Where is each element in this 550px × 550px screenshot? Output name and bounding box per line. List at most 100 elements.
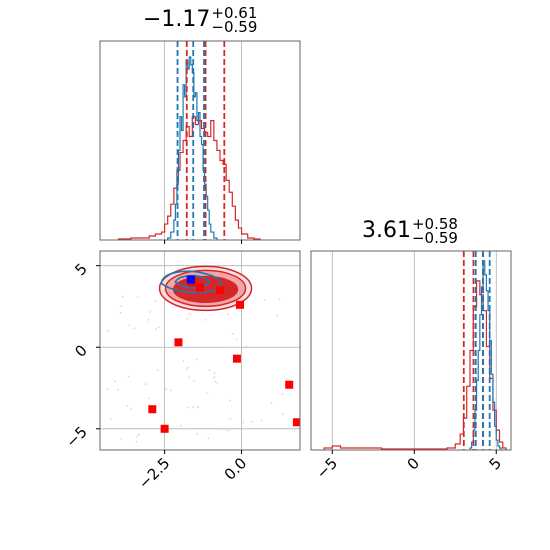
joint-scatter-point xyxy=(192,406,194,409)
joint-scatter-point xyxy=(270,402,273,404)
joint-scatter-point xyxy=(149,311,152,313)
joint-scatter-point xyxy=(130,408,133,410)
x-marginal-red-histogram xyxy=(117,116,261,240)
joint-scatter-point xyxy=(235,338,238,341)
joint-red-marker xyxy=(216,286,224,295)
joint-scatter-point xyxy=(155,328,157,331)
joint-red-marker xyxy=(196,283,204,292)
joint-scatter-point xyxy=(165,388,167,391)
joint-blue-marker xyxy=(186,275,195,284)
left-title-value: −1.17 xyxy=(143,7,211,32)
joint-x-tick-label: −2.5 xyxy=(135,454,173,492)
joint-scatter-point xyxy=(106,329,109,332)
joint-frame xyxy=(99,250,301,451)
joint-scatter-point xyxy=(188,427,191,430)
y-marginal-tick-label: −5 xyxy=(313,454,341,482)
joint-scatter-point xyxy=(119,311,122,314)
joint-scatter-point xyxy=(242,421,245,424)
joint-scatter-point xyxy=(220,428,223,431)
joint-scatter-point xyxy=(281,413,284,415)
joint-scatter-point xyxy=(156,369,159,372)
joint-scatter-point xyxy=(157,326,160,329)
joint-scatter-point xyxy=(144,383,147,385)
x-marginal-panel xyxy=(99,40,301,244)
joint-scatter-point xyxy=(195,358,198,361)
joint-scatter-point xyxy=(186,368,188,370)
joint-scatter-point xyxy=(133,327,136,330)
right-title-value: 3.61 xyxy=(362,218,411,243)
y-marginal-tick-label: 0 xyxy=(404,454,423,473)
y-marginal-blue-histogram xyxy=(469,260,502,450)
joint-red-marker xyxy=(292,418,300,427)
joint-scatter-point xyxy=(206,392,209,395)
joint-scatter-point xyxy=(147,319,150,321)
joint-scatter-point xyxy=(229,399,232,402)
joint-scatter-point xyxy=(243,346,246,349)
joint-red-marker xyxy=(148,405,157,414)
joint-scatter-point xyxy=(204,318,207,321)
joint-scatter-point xyxy=(128,324,131,327)
joint-y-tick-label: 5 xyxy=(71,260,90,279)
joint-scatter-point xyxy=(197,406,200,409)
joint-scatter-point xyxy=(136,296,139,299)
x-marginal-frame xyxy=(99,40,301,241)
joint-scatter-point xyxy=(227,313,229,316)
joint-x-tick-label: 0.0 xyxy=(221,454,251,484)
joint-scatter-point xyxy=(187,406,190,409)
joint-scatter-point xyxy=(189,312,192,315)
joint-scatter-point xyxy=(187,366,189,369)
joint-scatter-point xyxy=(278,298,281,301)
x-marginal-blue-histogram xyxy=(167,56,218,240)
joint-scatter-point xyxy=(276,314,279,317)
right-title-lower-error: −0.59 xyxy=(411,229,458,247)
joint-scatter-point xyxy=(120,437,123,440)
joint-red-marker xyxy=(285,380,294,389)
right-title-upper-error: +0.58 xyxy=(411,215,458,233)
joint-red-marker xyxy=(174,338,183,347)
joint-scatter-point xyxy=(170,389,172,392)
left-title-upper-error: +0.61 xyxy=(211,4,258,22)
joint-scatter-point xyxy=(182,360,185,362)
joint-blue-contour-outer xyxy=(160,270,222,294)
joint-scatter-point xyxy=(229,417,232,420)
joint-content xyxy=(100,251,300,450)
joint-scatter-point xyxy=(126,405,129,407)
joint-scatter-point xyxy=(135,440,138,443)
joint-scatter-point xyxy=(213,376,216,378)
joint-scatter-point xyxy=(114,380,116,383)
joint-scatter-point xyxy=(136,435,139,438)
joint-scatter-point xyxy=(207,437,210,440)
joint-scatter-point xyxy=(179,424,182,427)
joint-panel: −2.5 0.0 −5 0 5 xyxy=(62,250,301,493)
joint-scatter-point xyxy=(226,429,229,432)
y-marginal-panel: −5 0 5 xyxy=(310,250,512,482)
joint-red-contour-inner xyxy=(172,275,239,303)
joint-red-marker xyxy=(232,354,241,363)
joint-scatter-point xyxy=(208,369,211,372)
y-marginal-frame xyxy=(310,250,512,451)
joint-scatter-point xyxy=(193,380,196,382)
joint-scatter-point xyxy=(230,345,233,348)
joint-scatter-point xyxy=(231,332,234,335)
left-marginal-title: −1.17 +0.61 −0.59 xyxy=(143,4,258,36)
joint-scatter-point xyxy=(213,372,216,374)
joint-scatter-point xyxy=(260,419,263,422)
joint-scatter-point xyxy=(214,380,216,383)
joint-y-tick-label: 0 xyxy=(71,341,90,360)
joint-scatter-point xyxy=(119,304,122,307)
joint-blue-contour-inner xyxy=(174,275,210,289)
joint-scatter-point xyxy=(106,388,109,390)
joint-scatter-point xyxy=(196,433,199,436)
joint-scatter-point xyxy=(127,375,130,378)
joint-y-tick-label: −5 xyxy=(62,423,90,451)
joint-scatter-point xyxy=(245,345,248,347)
left-title-lower-error: −0.59 xyxy=(211,18,258,36)
joint-scatter-point xyxy=(137,433,140,436)
joint-scatter-point xyxy=(117,388,119,391)
joint-scatter-point xyxy=(188,376,191,379)
joint-scatter-point xyxy=(121,295,124,298)
y-marginal-tick-label: 5 xyxy=(486,454,505,473)
joint-red-marker xyxy=(236,300,244,309)
joint-scatter-point xyxy=(281,393,284,396)
